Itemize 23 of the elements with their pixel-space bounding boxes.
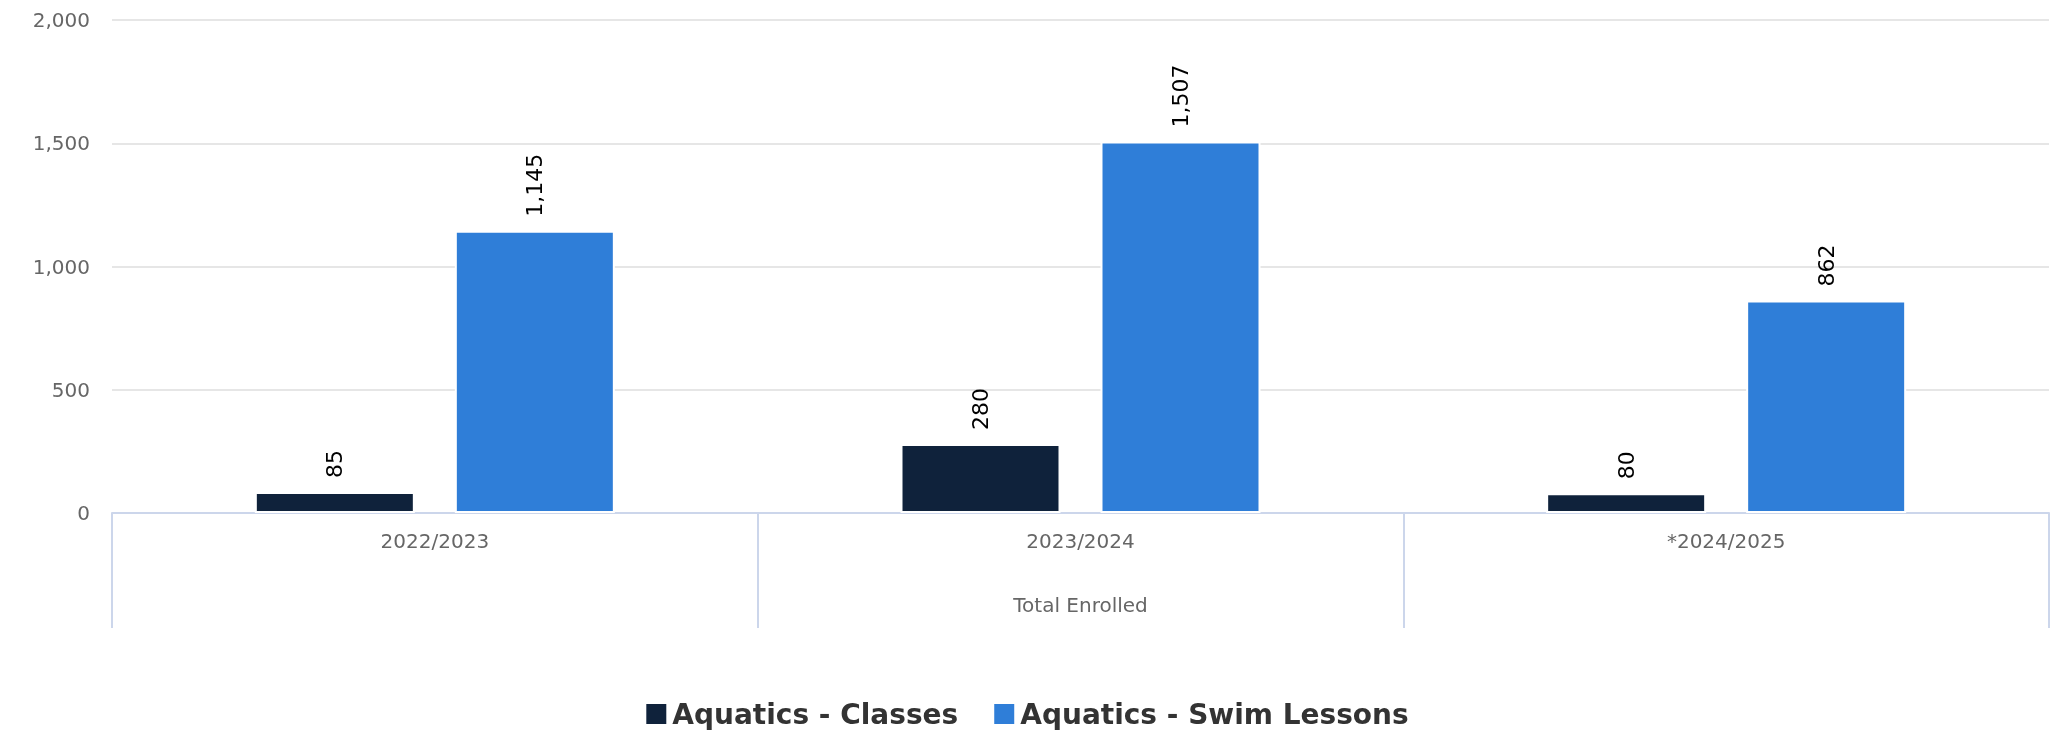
bar <box>1546 493 1707 513</box>
y-tick-label: 1,000 <box>32 254 90 279</box>
data-label: 1,145 <box>522 153 548 217</box>
y-tick-label: 500 <box>51 377 90 402</box>
legend-label: Aquatics - Classes <box>672 697 959 731</box>
y-tick-label: 0 <box>77 501 90 525</box>
data-label: 80 <box>1613 451 1639 480</box>
y-tick-label: 1,500 <box>32 131 90 156</box>
bar <box>454 230 615 513</box>
bar <box>900 443 1061 513</box>
x-tick-label: *2024/2025 <box>1666 529 1786 553</box>
data-label: 85 <box>322 450 348 479</box>
data-label: 1,507 <box>1168 64 1193 128</box>
data-label: 280 <box>968 387 993 430</box>
bar <box>1746 300 1907 513</box>
x-axis-title: Total Enrolled <box>1012 593 1148 617</box>
data-label: 862 <box>1813 244 1839 287</box>
bar <box>1100 141 1261 513</box>
y-tick-label: 2,000 <box>32 8 90 32</box>
x-tick-label: 2023/2024 <box>1026 529 1135 553</box>
bar <box>254 492 415 513</box>
x-tick-label: 2022/2023 <box>380 529 490 553</box>
legend-label: Aquatics - Swim Lessons <box>1020 697 1409 731</box>
